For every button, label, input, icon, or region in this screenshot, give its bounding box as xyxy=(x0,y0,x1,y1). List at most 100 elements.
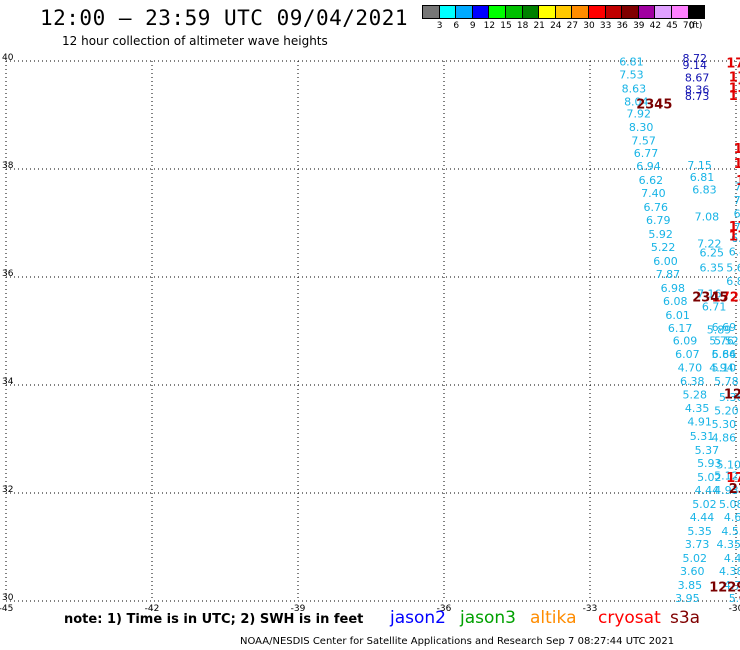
satellite-legend-item: altika xyxy=(530,608,577,628)
swh-value: 7.40 xyxy=(641,187,666,200)
swh-value: 5.30 xyxy=(712,418,737,431)
swh-value: 4.93 xyxy=(714,484,739,497)
scale-label: 30 xyxy=(583,21,595,31)
swh-value: 5.60 xyxy=(726,262,740,275)
swh-value: 4.45 xyxy=(724,552,740,565)
swh-value: 5.08 xyxy=(719,498,740,511)
swh-value: 6.35 xyxy=(700,262,725,275)
swh-value: 5.02 xyxy=(697,471,722,484)
swh-value: 6.64 xyxy=(734,208,740,221)
swh-value: 4.44 xyxy=(695,484,720,497)
swh-value: 6.00 xyxy=(653,255,678,268)
time-label: 1725 xyxy=(729,220,740,235)
lon-label: -42 xyxy=(145,604,160,614)
swh-value: 4.86 xyxy=(712,432,737,445)
swh-value: 5.02 xyxy=(682,552,707,565)
swh-value: 4.94 xyxy=(709,362,734,375)
swh-value: 4.44 xyxy=(690,511,715,524)
swh-value: 6.07 xyxy=(675,348,700,361)
swh-value: 8.72 xyxy=(682,52,707,65)
satellite-legend-item: jason3 xyxy=(460,608,516,628)
scale-label: 9 xyxy=(469,21,476,31)
swh-value: 6.17 xyxy=(668,322,693,335)
lat-label: 36 xyxy=(2,269,14,279)
time-label: 1726 xyxy=(729,81,740,96)
lat-label: 32 xyxy=(2,485,13,495)
swh-value: 7.3 xyxy=(735,181,740,194)
scale-label: 70 xyxy=(682,21,695,31)
lon-label: -39 xyxy=(291,604,306,614)
color-scale-labels: 3 6 9 12 15 18 21 24 27 30 33 36 39 42 45 70 (ft) xyxy=(422,21,740,35)
page-title: 12:00 – 23:59 UTC 09/04/2021 xyxy=(40,6,409,30)
swh-value: 4.55 xyxy=(721,525,740,538)
time-label: 1725 xyxy=(712,290,740,305)
swh-value: 5.41 xyxy=(729,592,740,605)
lon-label: -36 xyxy=(437,604,452,614)
time-label: 1725 xyxy=(736,174,740,189)
swh-value: 5.10 xyxy=(712,362,737,375)
swh-value: 3.95 xyxy=(675,592,700,605)
scale-label: 39 xyxy=(633,21,645,31)
swh-value: 6.38 xyxy=(680,375,705,388)
swh-value: 3.60 xyxy=(680,565,705,578)
lon-label: -45 xyxy=(0,604,13,614)
swh-value: 7.0 xyxy=(734,194,740,207)
swh-value: 5.84 xyxy=(712,348,737,361)
swh-value: 6.94 xyxy=(636,160,661,173)
lon-label: -30 xyxy=(729,604,740,614)
swh-value: 7.53 xyxy=(734,221,740,234)
swh-value: 4.79 xyxy=(724,579,740,592)
swh-value: 7.92 xyxy=(627,108,652,121)
swh-value: 6.71 xyxy=(702,300,727,313)
swh-value: 4.35 xyxy=(685,402,710,415)
swh-value: 4.66 xyxy=(724,511,740,524)
swh-value: 6.81 xyxy=(690,171,715,184)
swh-value: 5.12 xyxy=(714,470,739,483)
swh-value: 7.08 xyxy=(695,210,720,223)
lat-label: 38 xyxy=(2,161,14,171)
swh-value: 4.70 xyxy=(678,362,703,375)
swh-value: 6.25 xyxy=(700,246,725,259)
color-scale xyxy=(422,5,706,19)
swh-value: 5.92 xyxy=(648,228,673,241)
swh-value: 7.22 xyxy=(697,237,722,250)
swh-value: 3.73 xyxy=(685,538,710,551)
time-label: 1229 xyxy=(709,580,740,595)
scale-swatch xyxy=(687,5,706,19)
scale-label: 33 xyxy=(599,21,612,31)
swh-value: 6.69 xyxy=(712,321,737,334)
swh-value: 6.98 xyxy=(661,282,686,295)
swh-value: 6.81 xyxy=(619,55,644,68)
swh-value: 8.67 xyxy=(685,72,710,85)
time-label: 1724 xyxy=(726,471,740,486)
scale-label: 45 xyxy=(666,21,678,31)
footer-credit: NOAA/NESDIS Center for Satellite Applica… xyxy=(240,636,675,647)
scale-label: 3 xyxy=(436,21,443,31)
scale-label: 42 xyxy=(649,21,662,31)
swh-value: 6.01 xyxy=(665,309,690,322)
swh-value: 3.85 xyxy=(678,579,703,592)
swh-value: 7.57 xyxy=(631,135,656,148)
time-label: 1726 xyxy=(729,71,740,86)
time-label: 2344 xyxy=(729,482,740,497)
swh-value: 5.37 xyxy=(695,444,720,457)
swh-value: 9.14 xyxy=(682,59,707,72)
swh-value: 4.35 xyxy=(717,538,740,551)
swh-value: 7.53 xyxy=(619,68,644,81)
swh-value: 6.83 xyxy=(692,183,717,196)
scale-label: 21 xyxy=(533,21,545,31)
lon-label: -33 xyxy=(583,604,598,614)
swh-value: 6.09 xyxy=(673,335,698,348)
swh-value: 6.66 xyxy=(712,348,737,361)
swh-value: 8.73 xyxy=(685,90,710,103)
swh-value: 7.16 xyxy=(697,288,722,301)
swh-value: 5.22 xyxy=(651,241,676,254)
swh-value: 5.93 xyxy=(697,457,722,470)
time-label: 2 xyxy=(738,587,740,602)
swh-value: 5.89 xyxy=(707,324,732,337)
swh-value: 6.79 xyxy=(646,214,671,227)
satellite-legend-item: s3a xyxy=(670,608,701,628)
swh-value: 5.52 xyxy=(714,335,739,348)
swh-value: 5.35 xyxy=(687,525,712,538)
